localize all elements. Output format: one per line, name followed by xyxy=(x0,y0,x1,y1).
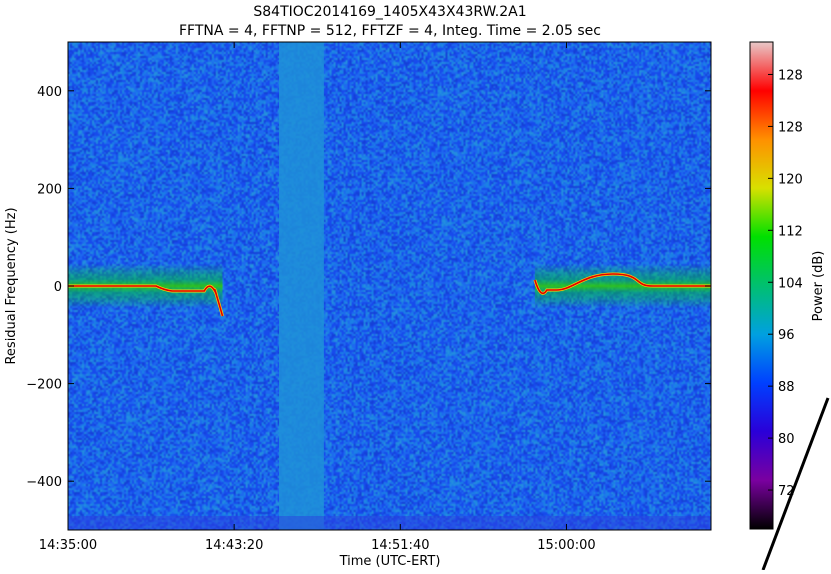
noise-band xyxy=(279,42,324,530)
y-tick-label: 200 xyxy=(37,182,62,197)
colorbar xyxy=(749,41,774,530)
colorbar-tick-label: 80 xyxy=(778,432,795,447)
colorbar-tick-label: 112 xyxy=(778,224,803,239)
carrier-signal xyxy=(68,264,711,317)
x-tick-label: 14:35:00 xyxy=(39,538,97,553)
y-tick-label: −400 xyxy=(26,475,62,490)
colorbar-tick-label: 128 xyxy=(778,68,803,83)
y-axis: 400 200 0 −200 −400 xyxy=(26,85,711,490)
edge-band xyxy=(68,516,711,530)
y-tick-label: 400 xyxy=(37,85,62,100)
carrier-line xyxy=(534,273,711,295)
x-axis-label: Time (UTC-ERT) xyxy=(339,554,441,569)
y-tick-label: −200 xyxy=(26,378,62,393)
colorbar-tick-label: 88 xyxy=(778,380,795,395)
x-tick-label: 14:43:20 xyxy=(205,538,263,553)
carrier-line xyxy=(68,285,224,317)
x-tick-label: 15:00:00 xyxy=(537,538,595,553)
plot-area xyxy=(68,42,711,530)
x-axis: 14:35:00 14:43:20 14:51:40 15:00:00 xyxy=(39,42,596,553)
colorbar-tick-label: 128 xyxy=(778,120,803,135)
chart-title: S84TIOC2014169_1405X43X43RW.2A1 xyxy=(253,4,526,20)
colorbar-tick-label: 104 xyxy=(778,276,803,291)
colorbar-tick-label: 120 xyxy=(778,172,803,187)
y-axis-label: Residual Frequency (Hz) xyxy=(4,207,19,364)
colorbar-label: Power (dB) xyxy=(811,251,826,322)
chart-subtitle: FFTNA = 4, FFTNP = 512, FFTZF = 4, Integ… xyxy=(179,23,601,39)
y-tick-label: 0 xyxy=(54,280,62,295)
x-tick-label: 14:51:40 xyxy=(371,538,429,553)
annotation-line xyxy=(761,397,830,571)
colorbar-tick-label: 96 xyxy=(778,328,795,343)
